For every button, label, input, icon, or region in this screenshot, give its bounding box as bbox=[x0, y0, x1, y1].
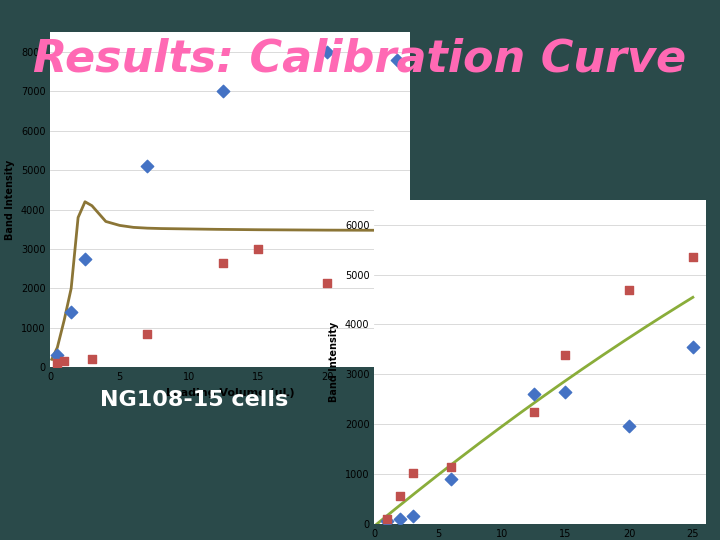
Point bbox=[391, 276, 402, 285]
Point bbox=[445, 475, 456, 483]
Point bbox=[559, 351, 571, 360]
Point bbox=[86, 355, 98, 363]
Point bbox=[687, 342, 698, 351]
Point bbox=[394, 515, 405, 523]
X-axis label: Loading Volume (uL): Loading Volume (uL) bbox=[166, 388, 294, 397]
Point bbox=[322, 278, 333, 287]
Text: NG108-15 cells: NG108-15 cells bbox=[100, 389, 289, 410]
Point bbox=[687, 253, 698, 261]
Y-axis label: Band Intensity: Band Intensity bbox=[329, 322, 339, 402]
Point bbox=[58, 357, 70, 366]
Point bbox=[142, 329, 153, 338]
Point bbox=[391, 56, 402, 64]
Point bbox=[407, 512, 418, 521]
Point bbox=[142, 162, 153, 171]
Point bbox=[528, 407, 539, 416]
Point bbox=[322, 48, 333, 56]
Point bbox=[52, 351, 63, 360]
Y-axis label: Band Intensity: Band Intensity bbox=[5, 160, 15, 240]
Point bbox=[217, 259, 229, 267]
Point bbox=[382, 515, 393, 523]
Point bbox=[79, 254, 91, 263]
Point bbox=[252, 245, 264, 253]
Point bbox=[559, 387, 571, 396]
Text: Results: Calibration Curve: Results: Calibration Curve bbox=[33, 38, 687, 81]
Point bbox=[407, 469, 418, 477]
Point bbox=[52, 359, 63, 368]
Point bbox=[624, 285, 635, 294]
Point bbox=[528, 390, 539, 399]
Point bbox=[382, 517, 393, 525]
Point bbox=[624, 421, 635, 430]
Text: Cortical cells: Cortical cells bbox=[477, 206, 618, 226]
Point bbox=[394, 492, 405, 501]
Point bbox=[445, 463, 456, 472]
Point bbox=[217, 87, 229, 96]
Point bbox=[66, 308, 77, 316]
